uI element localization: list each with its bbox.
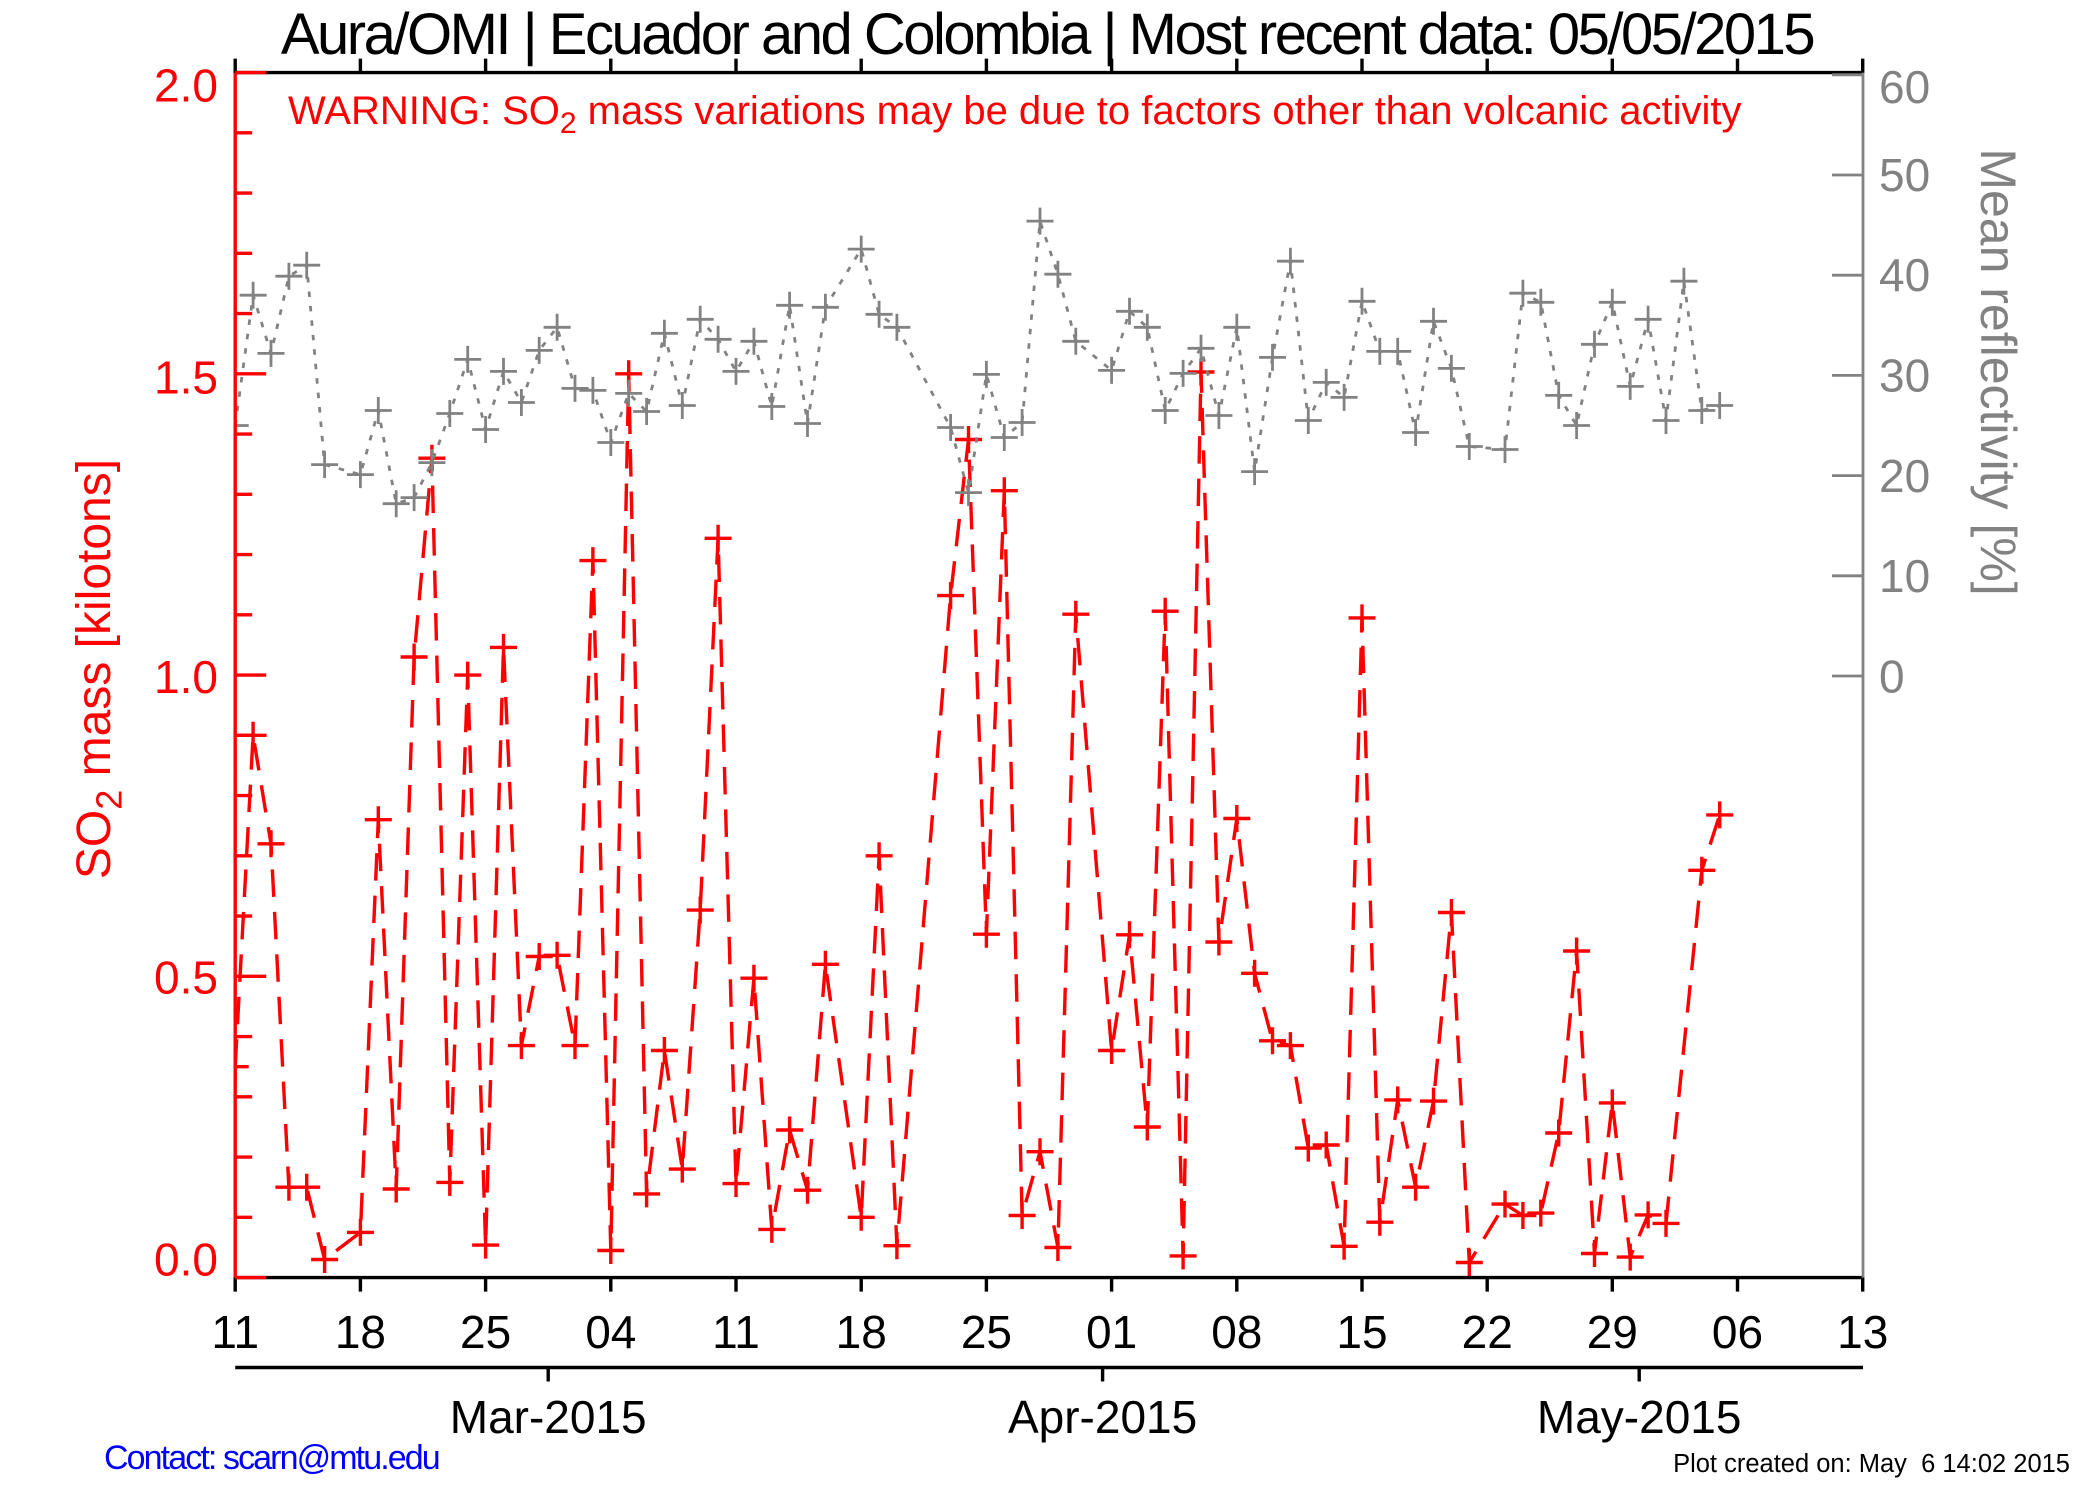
svg-text:50: 50 — [1879, 149, 1930, 201]
svg-text:60: 60 — [1879, 61, 1930, 113]
svg-text:20: 20 — [1879, 450, 1930, 502]
svg-text:13: 13 — [1837, 1306, 1888, 1358]
svg-text:Mar-2015: Mar-2015 — [450, 1391, 647, 1443]
svg-text:1.0: 1.0 — [154, 651, 218, 703]
svg-text:0: 0 — [1879, 651, 1905, 703]
svg-text:Mean reflectivity [%]: Mean reflectivity [%] — [1970, 148, 2026, 595]
svg-text:WARNING: SO2 mass variations m: WARNING: SO2 mass variations may be due … — [288, 89, 1742, 140]
svg-text:25: 25 — [460, 1306, 511, 1358]
svg-text:2.0: 2.0 — [154, 60, 218, 112]
svg-text:11: 11 — [211, 1306, 259, 1358]
svg-text:01: 01 — [1086, 1306, 1137, 1358]
svg-text:04: 04 — [585, 1306, 636, 1358]
svg-text:10: 10 — [1879, 550, 1930, 602]
svg-text:SO2 mass [kilotons]: SO2 mass [kilotons] — [68, 459, 130, 879]
svg-text:Aura/OMI | Ecuador and Colombi: Aura/OMI | Ecuador and Colombia | Most r… — [281, 2, 1814, 67]
svg-text:22: 22 — [1462, 1306, 1513, 1358]
svg-text:Plot created on: May 6 14:02: Plot created on: May 6 14:02 2015 — [1673, 1450, 2070, 1478]
svg-text:18: 18 — [335, 1306, 386, 1358]
svg-text:08: 08 — [1211, 1306, 1262, 1358]
svg-text:0.0: 0.0 — [154, 1234, 218, 1286]
svg-text:1.5: 1.5 — [154, 352, 218, 404]
svg-text:Apr-2015: Apr-2015 — [1008, 1391, 1197, 1443]
svg-text:18: 18 — [836, 1306, 887, 1358]
svg-text:06: 06 — [1712, 1306, 1763, 1358]
svg-text:0.5: 0.5 — [154, 952, 218, 1004]
svg-text:Contact: scarn@mtu.edu: Contact: scarn@mtu.edu — [104, 1439, 439, 1477]
svg-text:11: 11 — [712, 1306, 760, 1358]
svg-text:40: 40 — [1879, 249, 1930, 301]
svg-text:15: 15 — [1336, 1306, 1387, 1358]
svg-text:May-2015: May-2015 — [1537, 1391, 1742, 1443]
svg-text:30: 30 — [1879, 350, 1930, 402]
svg-text:25: 25 — [961, 1306, 1012, 1358]
svg-text:29: 29 — [1587, 1306, 1638, 1358]
